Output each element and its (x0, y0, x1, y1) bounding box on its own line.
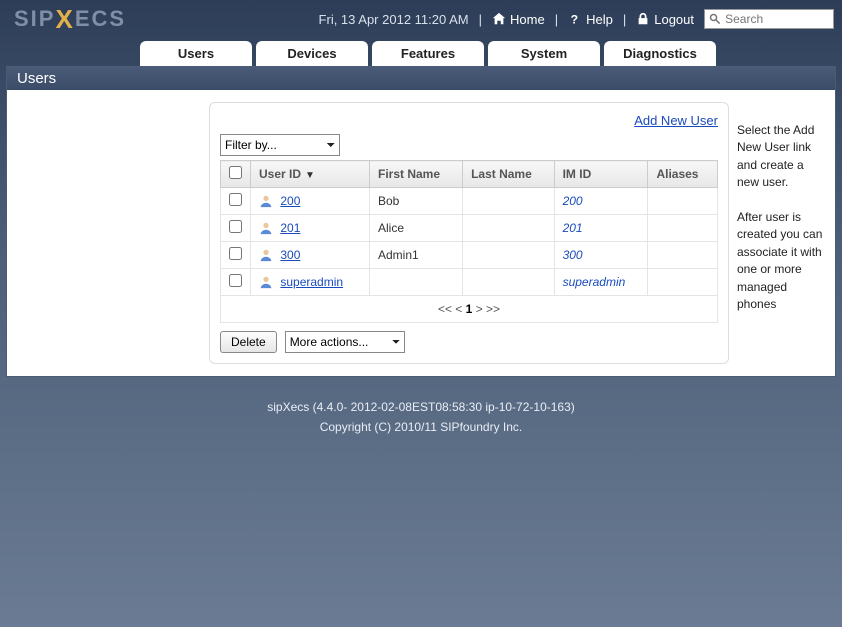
cell-aliases (648, 215, 718, 242)
cell-last-name (463, 215, 555, 242)
header-sep: | (479, 12, 482, 27)
side-help: Select the Add New User link and create … (737, 102, 823, 364)
search-icon (709, 12, 721, 26)
pager-next[interactable]: > (476, 302, 483, 316)
cell-first-name: Bob (370, 188, 463, 215)
help-icon: ? (568, 12, 582, 26)
logout-link[interactable]: Logout (636, 12, 694, 27)
users-tbody: 200 Bob 200 201 Alice (221, 188, 718, 296)
col-user-id[interactable]: User ID ▼ (251, 161, 370, 188)
table-row: 200 Bob 200 (221, 188, 718, 215)
header-right: Fri, 13 Apr 2012 11:20 AM | Home | ? Hel… (319, 9, 834, 29)
cell-first-name (370, 269, 463, 296)
cell-im-id: 201 (554, 215, 648, 242)
footer-line2: Copyright (C) 2010/11 SIPfoundry Inc. (0, 417, 842, 437)
col-aliases[interactable]: Aliases (648, 161, 718, 188)
footer: sipXecs (4.4.0- 2012-02-08EST08:58:30 ip… (0, 397, 842, 438)
user-icon (259, 275, 273, 289)
table-row: superadmin superadmin (221, 269, 718, 296)
col-user-id-label: User ID (259, 167, 301, 181)
cell-im-id: 200 (554, 188, 648, 215)
user-id-link[interactable]: 201 (280, 221, 300, 235)
page-title: Users (7, 67, 835, 90)
pager-prev[interactable]: < (455, 302, 462, 316)
col-checkbox (221, 161, 251, 188)
header-sep: | (555, 12, 558, 27)
lock-icon (636, 12, 650, 26)
logout-label: Logout (654, 12, 694, 27)
pager-first[interactable]: << (438, 302, 452, 316)
pager-current: 1 (466, 302, 473, 316)
user-icon (259, 194, 273, 208)
sort-desc-icon: ▼ (305, 170, 315, 181)
cell-aliases (648, 188, 718, 215)
help-text-1: Select the Add New User link and create … (737, 122, 823, 192)
col-last-name[interactable]: Last Name (463, 161, 555, 188)
col-im-id[interactable]: IM ID (554, 161, 648, 188)
search-box[interactable] (704, 9, 834, 29)
cell-aliases (648, 269, 718, 296)
table-row: 300 Admin1 300 (221, 242, 718, 269)
filter-select[interactable]: Filter by... (220, 134, 340, 156)
cell-last-name (463, 242, 555, 269)
table-header-row: User ID ▼ First Name Last Name IM ID Alia… (221, 161, 718, 188)
search-input[interactable] (725, 12, 829, 26)
delete-button[interactable]: Delete (220, 331, 277, 353)
user-icon (259, 248, 273, 262)
action-row: Delete More actions... (220, 331, 718, 353)
row-checkbox[interactable] (229, 220, 242, 233)
cell-first-name: Alice (370, 215, 463, 242)
top-header: SIPXECS Fri, 13 Apr 2012 11:20 AM | Home… (0, 0, 842, 38)
help-link[interactable]: ? Help (568, 12, 613, 27)
cell-aliases (648, 242, 718, 269)
page: Users Add New User Filter by... User ID ▼… (6, 66, 836, 377)
logo-x: X (55, 4, 74, 34)
user-icon (259, 221, 273, 235)
home-icon (492, 12, 506, 26)
row-checkbox[interactable] (229, 274, 242, 287)
cell-im-id: 300 (554, 242, 648, 269)
tab-features[interactable]: Features (372, 41, 484, 66)
cell-first-name: Admin1 (370, 242, 463, 269)
pager-last[interactable]: >> (486, 302, 500, 316)
filter-row: Filter by... (220, 134, 718, 156)
footer-line1: sipXecs (4.4.0- 2012-02-08EST08:58:30 ip… (0, 397, 842, 417)
help-text-2: After user is created you can associate … (737, 209, 823, 313)
more-actions-select[interactable]: More actions... (285, 331, 405, 353)
home-label: Home (510, 12, 545, 27)
user-id-link[interactable]: 300 (280, 248, 300, 262)
header-datetime: Fri, 13 Apr 2012 11:20 AM (319, 12, 469, 27)
pager: << < 1 > >> (220, 296, 718, 323)
col-first-name[interactable]: First Name (370, 161, 463, 188)
logo-post: ECS (75, 6, 126, 31)
panel-topbar: Add New User (220, 113, 718, 134)
user-id-link[interactable]: 200 (280, 194, 300, 208)
tab-diagnostics[interactable]: Diagnostics (604, 41, 716, 66)
tab-devices[interactable]: Devices (256, 41, 368, 66)
main-panel: Add New User Filter by... User ID ▼ First… (209, 102, 729, 364)
table-row: 201 Alice 201 (221, 215, 718, 242)
users-table: User ID ▼ First Name Last Name IM ID Alia… (220, 160, 718, 296)
svg-text:?: ? (571, 12, 578, 26)
add-new-user-link[interactable]: Add New User (634, 113, 718, 128)
header-sep: | (623, 12, 626, 27)
logo-pre: SIP (14, 6, 55, 31)
tab-users[interactable]: Users (140, 41, 252, 66)
home-link[interactable]: Home (492, 12, 545, 27)
page-body: Add New User Filter by... User ID ▼ First… (7, 90, 835, 376)
main-nav: Users Devices Features System Diagnostic… (0, 38, 842, 66)
logo: SIPXECS (8, 4, 126, 35)
cell-last-name (463, 188, 555, 215)
tab-system[interactable]: System (488, 41, 600, 66)
cell-im-id: superadmin (554, 269, 648, 296)
help-label: Help (586, 12, 613, 27)
row-checkbox[interactable] (229, 193, 242, 206)
cell-last-name (463, 269, 555, 296)
user-id-link[interactable]: superadmin (280, 275, 343, 289)
select-all-checkbox[interactable] (229, 166, 242, 179)
row-checkbox[interactable] (229, 247, 242, 260)
